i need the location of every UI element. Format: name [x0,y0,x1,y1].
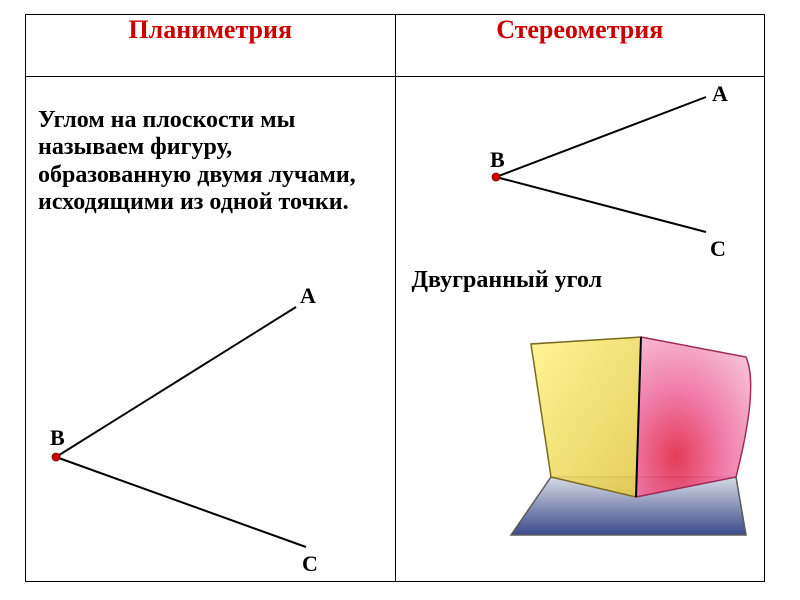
comparison-table: Планиметрия Стереометрия Углом на плоско… [25,14,765,582]
header-left: Планиметрия [26,15,396,77]
header-left-text: Планиметрия [128,15,292,44]
svg-text:А: А [300,283,316,308]
planimetry-cell: Углом на плоскости мы называем фигуру, о… [26,76,396,581]
svg-text:С: С [302,551,318,576]
header-right: Стереометрия [395,15,765,77]
left-angle-diagram: А В С [26,77,396,577]
dihedral-3d-figure [396,77,766,577]
stereometry-cell: АВС Двугранный угол [395,76,765,581]
table-body-row: Углом на плоскости мы называем фигуру, о… [26,76,765,581]
header-right-text: Стереометрия [496,15,663,44]
svg-text:В: В [50,425,65,450]
table-header-row: Планиметрия Стереометрия [26,15,765,77]
